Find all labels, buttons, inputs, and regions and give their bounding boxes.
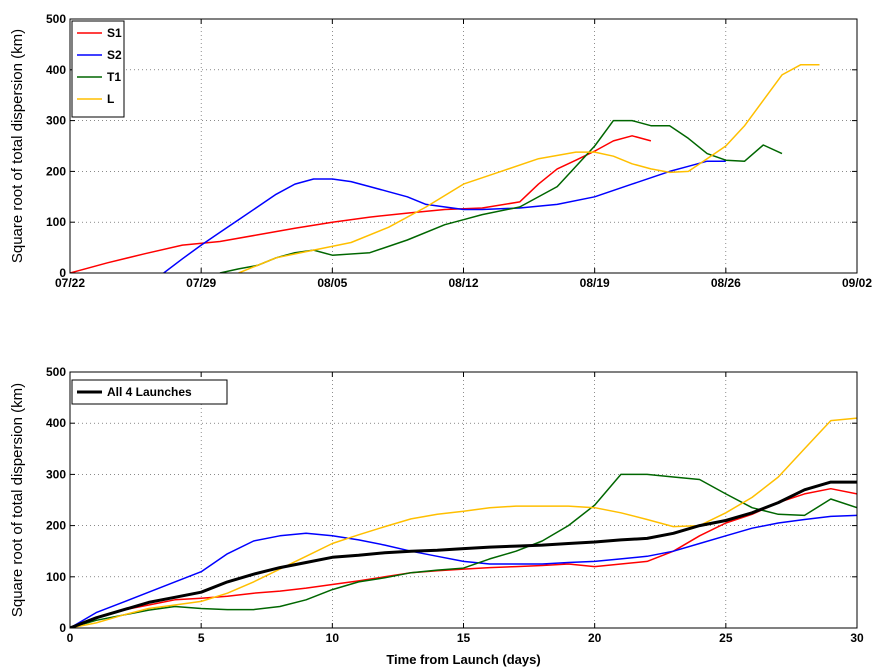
series-line-s2 [163, 160, 726, 273]
legend: S1 S2 T1 L [71, 20, 125, 118]
legend-box [71, 20, 125, 118]
x-tick-label: 15 [457, 631, 471, 645]
y-tick-label: 300 [46, 114, 66, 128]
y-tick-label: 400 [46, 416, 66, 430]
series-line [70, 417, 857, 628]
x-tick-label: 25 [719, 631, 733, 645]
x-tick-label: 08/05 [317, 276, 347, 290]
legend-label: S2 [107, 48, 122, 62]
x-tick-label: 08/26 [711, 276, 741, 290]
series-line-l [238, 63, 820, 273]
y-tick-label: 100 [46, 215, 66, 229]
y-axis-label: Square root of total dispersion (km) [9, 383, 26, 617]
y-tick-label: 0 [59, 621, 66, 635]
y-tick-label: 0 [59, 266, 66, 280]
series-line [70, 473, 857, 628]
legend-label: All 4 Launches [107, 385, 192, 399]
top-chart: 07/22 07/29 08/05 08/12 08/19 08/26 09/02 0 100 2… [9, 12, 872, 290]
y-tick-label: 100 [46, 570, 66, 584]
x-tick-label: 08/12 [448, 276, 478, 290]
x-tick-label: 07/22 [55, 276, 85, 290]
y-tick-label: 200 [46, 519, 66, 533]
y-axis-label: Square root of total dispersion (km) [9, 29, 26, 263]
plot-area [70, 19, 857, 273]
x-tick-label: 20 [588, 631, 602, 645]
series-line-t1 [219, 119, 783, 273]
x-axis-label: Time from Launch (days) [386, 652, 540, 667]
x-tick-label: 10 [326, 631, 340, 645]
y-tick-label: 400 [46, 63, 66, 77]
legend-label: L [107, 92, 114, 106]
x-tick-label: 09/02 [842, 276, 872, 290]
legend-label: T1 [107, 70, 121, 84]
legend-label: S1 [107, 26, 122, 40]
series-line [70, 514, 857, 628]
series-line [70, 487, 857, 628]
y-tick-label: 200 [46, 164, 66, 178]
series-group [70, 417, 857, 628]
x-tick-label: 07/29 [186, 276, 216, 290]
x-tick-label: 0 [67, 631, 74, 645]
y-tick-label: 300 [46, 467, 66, 481]
y-tick-label: 500 [46, 12, 66, 26]
series-group [70, 63, 820, 273]
x-tick-label: 5 [198, 631, 205, 645]
series-line-all-4-launches [70, 480, 857, 628]
x-tick-label: 30 [850, 631, 864, 645]
y-tick-label: 500 [46, 365, 66, 379]
legend: All 4 Launches [71, 379, 228, 405]
x-tick-label: 08/19 [580, 276, 610, 290]
